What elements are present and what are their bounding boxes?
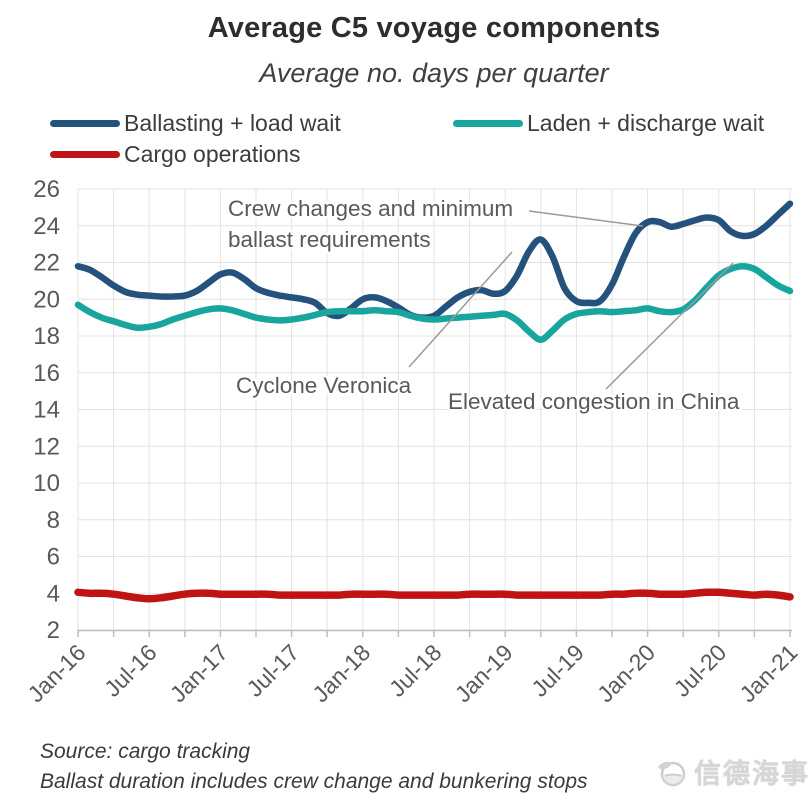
svg-text:20: 20 <box>33 286 60 313</box>
annotation-crew-changes: Crew changes and minimum ballast requirem… <box>226 194 644 255</box>
svg-text:Jul-16: Jul-16 <box>99 639 162 702</box>
legend-item-ballasting: Ballasting + load wait <box>50 108 341 138</box>
svg-text:Jan-16: Jan-16 <box>22 639 90 707</box>
legend-item-laden: Laden + discharge wait <box>453 108 764 138</box>
svg-text:Jul-18: Jul-18 <box>384 639 447 702</box>
svg-text:Jul-17: Jul-17 <box>241 639 304 702</box>
svg-text:10: 10 <box>33 470 60 497</box>
legend-swatch-laden <box>453 119 523 127</box>
chart-subtitle: Average no. days per quarter <box>259 58 609 88</box>
legend-label-laden: Laden + discharge wait <box>527 109 765 136</box>
svg-text:4: 4 <box>47 580 60 607</box>
svg-text:Jan-17: Jan-17 <box>165 639 233 707</box>
x-axis <box>77 629 792 637</box>
svg-text:16: 16 <box>33 360 60 387</box>
legend-label-cargo: Cargo operations <box>124 140 301 167</box>
legend-label-ballasting: Ballasting + load wait <box>124 109 341 136</box>
svg-text:Jan-21: Jan-21 <box>734 639 802 707</box>
svg-text:Jan-20: Jan-20 <box>592 639 660 707</box>
svg-text:14: 14 <box>33 397 60 424</box>
source-note: Source: cargo tracking <box>40 740 251 763</box>
svg-text:Elevated congestion in China: Elevated congestion in China <box>448 389 740 414</box>
svg-text:24: 24 <box>33 213 60 240</box>
svg-text:Jan-18: Jan-18 <box>307 639 375 707</box>
svg-text:Jan-19: Jan-19 <box>450 639 518 707</box>
svg-text:Cyclone Veronica: Cyclone Veronica <box>236 373 412 398</box>
watermark-text: 信德海事 <box>694 759 808 789</box>
svg-text:6: 6 <box>47 544 60 571</box>
watermark: 信德海事 <box>652 752 808 791</box>
annotation-cyclone-veronica: Cyclone Veronica <box>234 251 513 401</box>
svg-text:22: 22 <box>33 250 60 277</box>
svg-text:2: 2 <box>47 617 60 644</box>
svg-text:8: 8 <box>47 507 60 534</box>
legend-item-cargo: Cargo operations <box>50 139 300 169</box>
svg-text:Crew changes and minimum: Crew changes and minimum <box>228 196 513 221</box>
legend-swatch-cargo <box>50 150 120 158</box>
x-axis-labels: Jan-16 Jul-16 Jan-17 Jul-17 Jan-18 Jul-18 Jan-… <box>22 639 802 707</box>
globe-logo-icon <box>658 761 686 786</box>
annotation-elevated-congestion-china: Elevated congestion in China <box>446 262 742 417</box>
page-title: Average C5 voyage components <box>207 12 661 44</box>
svg-text:26: 26 <box>33 176 60 203</box>
svg-text:12: 12 <box>33 433 60 460</box>
line-cargo-operations <box>74 588 794 603</box>
svg-text:Jul-20: Jul-20 <box>669 639 732 702</box>
svg-text:ballast requirements: ballast requirements <box>228 227 431 252</box>
svg-text:18: 18 <box>33 323 60 350</box>
line-ballasting-load-wait <box>74 200 794 321</box>
legend-swatch-ballasting <box>50 119 120 127</box>
line-laden-discharge-wait <box>74 262 794 343</box>
svg-text:Jul-19: Jul-19 <box>526 639 589 702</box>
ballast-note: Ballast duration includes crew change an… <box>40 770 588 793</box>
